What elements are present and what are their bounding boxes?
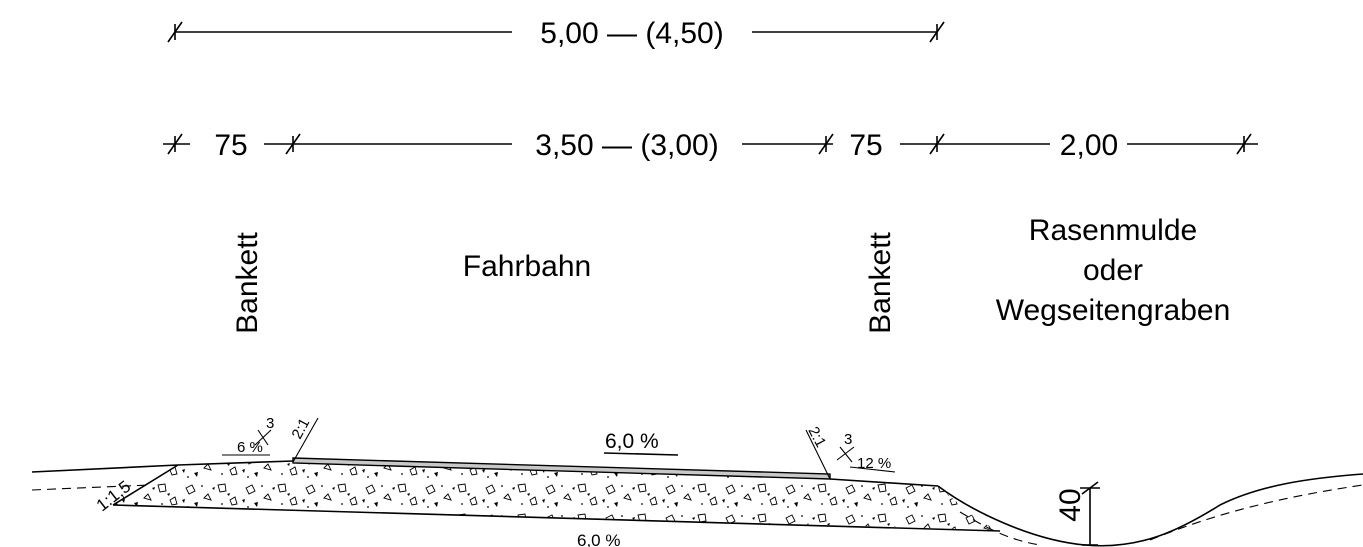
- shoulder-slope-left: 6 %: [237, 439, 263, 456]
- gravel-base-layer: [113, 462, 1000, 530]
- slope-marker-left: [292, 417, 319, 463]
- ditch-profile: [937, 473, 1363, 547]
- dimension-segments: 75 3,50 — (3,00) 75 2,00: [163, 129, 1258, 162]
- label-bankett-left: Bankett: [231, 231, 264, 333]
- base-line: [112, 504, 1001, 532]
- cross-section: [31, 417, 1363, 547]
- embankment-ratio: 1:1,5: [93, 477, 134, 515]
- ratio-right: 2:1: [804, 424, 829, 450]
- label-fahrbahn: Fahrbahn: [463, 250, 591, 283]
- dimension-total: 5,00 — (4,50): [167, 17, 945, 50]
- dimension-bankett-left: 75: [214, 129, 247, 162]
- tick-marks: [167, 133, 1252, 155]
- label-mulde-line3: Wegseitengraben: [996, 294, 1231, 327]
- label-mulde-line1: Rasenmulde: [1029, 214, 1197, 247]
- layer-thickness-right: 3: [844, 431, 852, 448]
- dimension-total-label: 5,00 — (4,50): [540, 17, 723, 50]
- dimension-mulde: 2,00: [1060, 129, 1118, 162]
- ditch-depth-label: 40: [1054, 488, 1087, 521]
- shoulder-slope-right: 12 %: [857, 455, 891, 472]
- dimension-bankett-right: 75: [849, 129, 882, 162]
- label-mulde-line2: oder: [1083, 254, 1143, 287]
- base-slope-label: 6,0 %: [577, 531, 620, 547]
- terrain-left: [31, 464, 179, 473]
- shoulder-left-surface: [177, 460, 294, 466]
- ditch-depth-dimension: [1080, 481, 1100, 546]
- ratio-left: 2:1: [289, 415, 314, 441]
- dimension-fahrbahn: 3,50 — (3,00): [535, 129, 718, 162]
- road-slope-indicator: [603, 452, 679, 456]
- shoulder-right-surface: [829, 478, 939, 487]
- road-slope-label: 6,0 %: [605, 430, 659, 453]
- slope-marker-right: [805, 429, 831, 480]
- layer-thickness-left: 3: [266, 415, 274, 432]
- label-bankett-right: Bankett: [864, 231, 897, 333]
